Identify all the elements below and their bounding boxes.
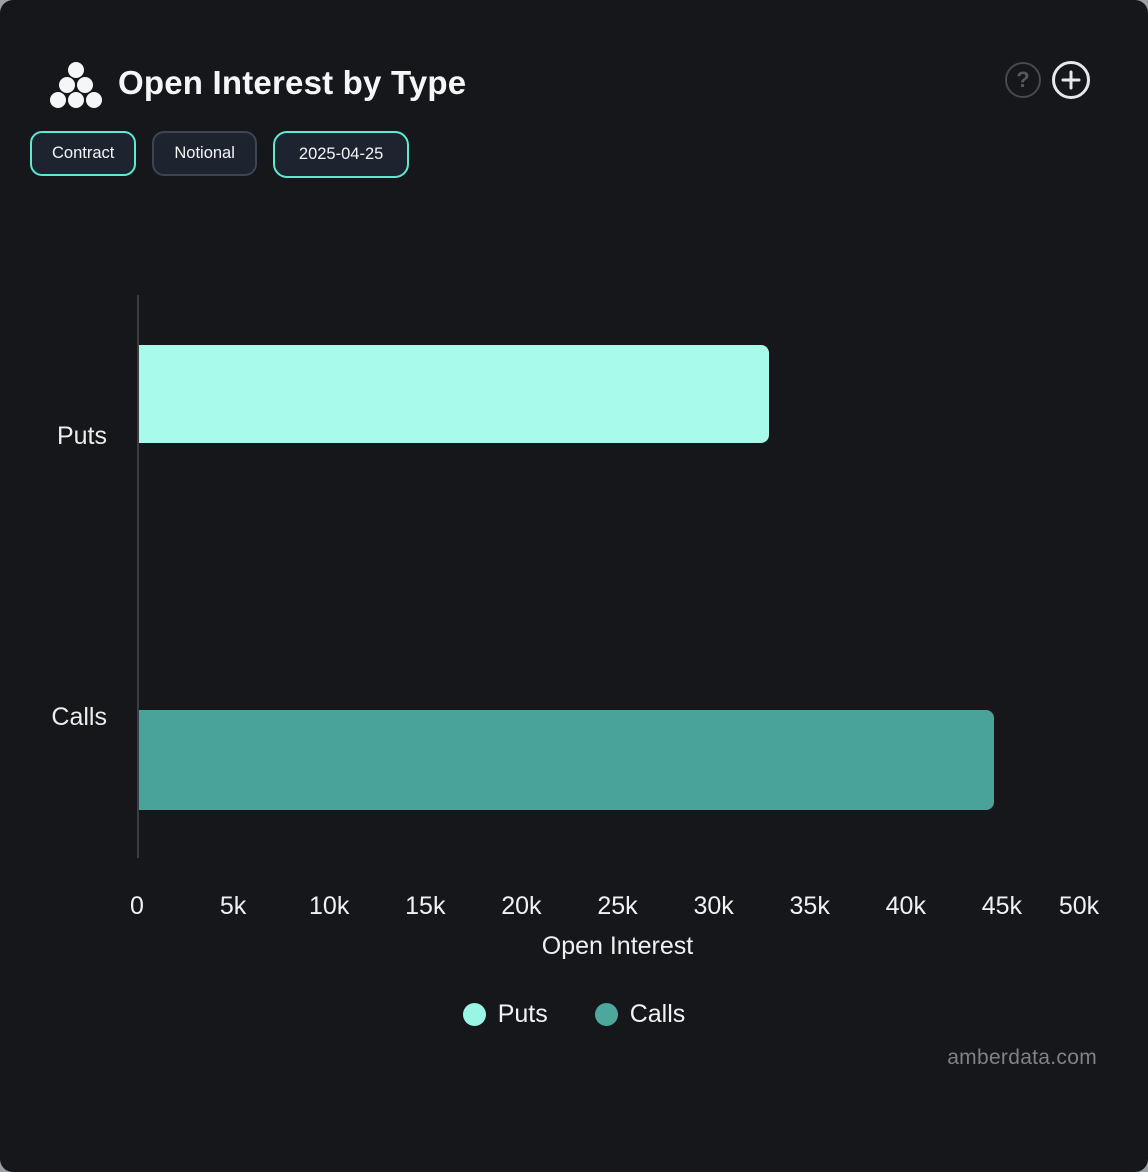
category-label-puts: Puts bbox=[56, 421, 107, 450]
x-tick-label: 40k bbox=[885, 892, 926, 920]
x-tick-label: 25k bbox=[597, 892, 638, 920]
notional-toggle-button[interactable]: Notional bbox=[152, 131, 257, 176]
amberdata-logo-icon bbox=[50, 62, 102, 108]
x-tick-label: 45k bbox=[981, 892, 1023, 920]
category-label-calls: Calls bbox=[51, 703, 107, 732]
watermark: amberdata.com bbox=[947, 1046, 1097, 1069]
x-axis-title: Open Interest bbox=[541, 932, 694, 960]
chart-legend: Puts Calls bbox=[0, 999, 1148, 1029]
legend-item-calls[interactable]: Calls bbox=[594, 999, 686, 1029]
add-button[interactable] bbox=[1052, 61, 1090, 99]
date-picker-button[interactable]: 2025-04-25 bbox=[272, 131, 410, 178]
x-tick-label: 10k bbox=[309, 892, 350, 920]
bar-calls[interactable] bbox=[139, 710, 995, 810]
bar-puts[interactable] bbox=[139, 345, 770, 443]
x-tick-label: 5k bbox=[219, 892, 247, 920]
legend-dot-puts bbox=[462, 1002, 486, 1026]
plot-area bbox=[137, 295, 1098, 858]
legend-item-puts[interactable]: Puts bbox=[462, 999, 548, 1029]
contract-toggle-button[interactable]: Contract bbox=[30, 131, 137, 176]
help-button[interactable]: ? bbox=[1005, 62, 1041, 98]
x-tick-label: 20k bbox=[501, 892, 542, 920]
legend-label: Puts bbox=[497, 1000, 548, 1028]
page-title: Open Interest by Type bbox=[118, 64, 467, 101]
toolbar: Contract Notional 2025-04-25 bbox=[30, 131, 410, 178]
question-icon: ? bbox=[1016, 67, 1030, 92]
x-tick-label: 50k bbox=[1058, 892, 1100, 920]
x-tick-label: 30k bbox=[693, 892, 734, 920]
x-tick-label: 0 bbox=[130, 892, 144, 920]
x-tick-label: 35k bbox=[789, 892, 830, 920]
legend-label: Calls bbox=[629, 1000, 686, 1028]
legend-dot-calls bbox=[594, 1002, 618, 1026]
plus-icon bbox=[1061, 70, 1081, 90]
x-tick-label: 15k bbox=[405, 892, 446, 920]
